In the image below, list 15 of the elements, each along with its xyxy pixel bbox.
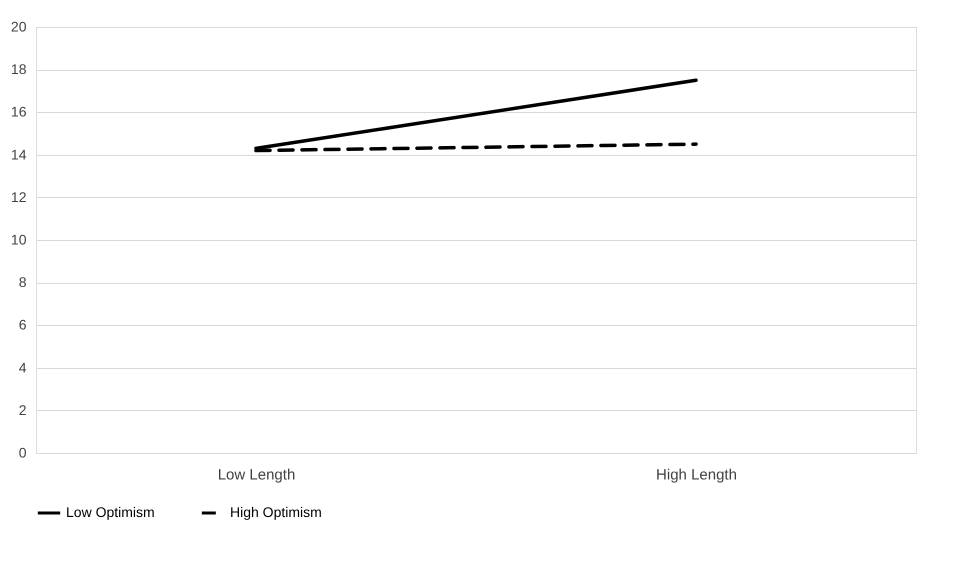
y-tick-label: 16	[10, 104, 27, 120]
y-tick-label: 20	[10, 18, 27, 34]
y-tick-label: 10	[10, 232, 27, 248]
y-tick-label: 18	[10, 61, 27, 78]
legend-label: Low Optimism	[66, 504, 155, 520]
x-tick-label: Low Length	[218, 466, 296, 484]
y-tick-label: 12	[10, 188, 27, 205]
y-tick-label: 0	[18, 444, 27, 460]
y-tick-label: 14	[10, 146, 27, 162]
y-tick-label: 8	[18, 274, 27, 290]
y-tick-label: 4	[18, 359, 27, 376]
legend-label: High Optimism	[230, 504, 322, 520]
y-tick-label: 2	[18, 402, 27, 418]
x-tick-label: High Length	[656, 466, 737, 484]
y-tick-label: 6	[18, 316, 27, 333]
